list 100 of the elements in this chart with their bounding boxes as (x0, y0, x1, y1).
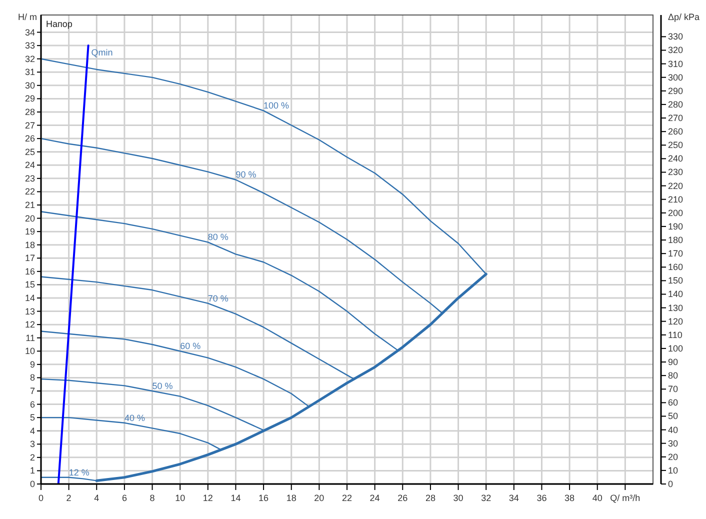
y2-tick-label: 210 (668, 194, 684, 204)
y-tick-label: 3 (30, 439, 35, 450)
x-axis-title: Q/ m³/h (610, 493, 640, 503)
x-tick-label: 0 (38, 493, 44, 503)
y-tick-label: 31 (24, 67, 35, 78)
y-axis-title: H/ m (18, 12, 37, 22)
y-tick-label: 22 (24, 186, 35, 197)
x-tick-label: 22 (342, 493, 352, 503)
y-tick-label: 25 (24, 146, 35, 157)
y-tick-label: 4 (30, 426, 35, 436)
x-tick-label: 10 (175, 493, 186, 503)
series-label: 70 % (208, 293, 228, 304)
y2-tick-label: 60 (668, 398, 678, 408)
y-tick-label: 17 (24, 253, 35, 264)
y2-tick-label: 230 (668, 167, 684, 178)
y2-tick-label: 0 (668, 479, 674, 489)
y-tick-label: 29 (24, 94, 35, 104)
y-tick-label: 8 (30, 372, 35, 383)
y2-tick-label: 50 (668, 411, 678, 422)
x-tick-label: 4 (94, 493, 100, 503)
y-tick-label: 11 (26, 332, 35, 343)
x-tick-label: 18 (286, 493, 296, 503)
y-tick-label: 34 (24, 27, 35, 38)
y2-tick-label: 190 (668, 221, 684, 232)
y2-tick-label: 290 (668, 86, 684, 96)
series-label: 12 % (68, 467, 90, 478)
y2-tick-label: 140 (668, 289, 684, 300)
y2-tick-label: 200 (668, 208, 684, 218)
x-tick-label: 30 (453, 493, 464, 503)
x-tick-label: 38 (564, 493, 575, 503)
y2-tick-label: 280 (668, 99, 684, 110)
y2-tick-label: 120 (668, 316, 684, 326)
series-label: 50 % (152, 380, 173, 391)
y-tick-label: 20 (24, 213, 35, 224)
x-tick-label: 12 (202, 493, 213, 503)
y-tick-label: 23 (24, 173, 35, 184)
x-tick-label: 26 (398, 493, 408, 503)
y-tick-label: 7 (30, 386, 35, 396)
y-tick-label: 18 (24, 240, 35, 250)
y-tick-label: 30 (24, 80, 35, 90)
y2-tick-label: 250 (668, 140, 684, 150)
series-label: 90 % (236, 170, 256, 180)
x-tick-label: 8 (150, 493, 155, 503)
y-tick-label: 33 (24, 40, 35, 51)
x-tick-label: 20 (314, 493, 324, 503)
x-tick-label: 32 (481, 493, 492, 503)
y-tick-label: 13 (24, 306, 35, 316)
y2-tick-label: 300 (668, 72, 684, 82)
x-tick-label: 28 (425, 493, 436, 503)
y2-tick-label: 240 (668, 154, 684, 164)
series-label: 60 % (180, 341, 201, 352)
x-tick-label: 34 (508, 493, 519, 503)
y2-tick-label: 70 (668, 384, 678, 394)
y2-tick-label: 90 (668, 357, 678, 368)
y2-tick-label: 130 (668, 302, 684, 313)
y-tick-label: 14 (24, 292, 35, 303)
y2-tick-label: 170 (668, 248, 684, 259)
y2-tick-label: 180 (668, 235, 684, 246)
y2-tick-label: 110 (668, 330, 682, 340)
y2-tick-label: 220 (668, 180, 684, 191)
y2-tick-label: 160 (668, 262, 684, 272)
y-tick-label: 15 (24, 280, 35, 290)
y2-tick-label: 310 (668, 58, 684, 69)
x-tick-label: 40 (592, 493, 602, 503)
y2-tick-label: 260 (668, 126, 684, 137)
x-tick-label: 2 (66, 493, 72, 503)
x-tick-label: 6 (122, 493, 127, 503)
y-tick-label: 24 (24, 160, 35, 170)
y2-tick-label: 10 (668, 465, 678, 476)
y-tick-label: 1 (30, 466, 35, 476)
y-tick-label: 28 (24, 106, 35, 117)
y-tick-label: 9 (30, 359, 35, 370)
y2-tick-label: 150 (668, 276, 684, 286)
y2-tick-label: 330 (668, 32, 684, 42)
y2-tick-label: 20 (668, 452, 678, 462)
y-tick-label: 6 (30, 399, 35, 410)
y-tick-label: 10 (24, 346, 35, 356)
y-tick-label: 32 (24, 54, 35, 64)
x-tick-label: 14 (230, 493, 241, 503)
y-tick-label: 21 (24, 200, 35, 210)
y-tick-label: 0 (30, 479, 35, 489)
x-tick-label: 36 (536, 493, 547, 503)
y2-tick-label: 80 (668, 370, 678, 381)
series-label: 100 % (264, 100, 290, 111)
series-label: 80 % (208, 232, 228, 242)
annotation: Напор (46, 19, 72, 29)
y2-tick-label: 30 (668, 438, 678, 448)
y-tick-label: 5 (30, 412, 35, 423)
y2-tick-label: 100 (668, 343, 684, 354)
series-label: 40 % (124, 412, 145, 423)
y-tick-label: 16 (24, 266, 35, 276)
x-tick-label: 16 (258, 493, 269, 503)
x-tick-label: 24 (370, 493, 380, 503)
y-tick-label: 26 (24, 134, 35, 144)
y-tick-label: 12 (24, 320, 35, 330)
y-tick-label: 27 (24, 120, 35, 130)
y2-tick-label: 320 (668, 45, 684, 56)
y-tick-label: 19 (24, 226, 35, 237)
series-label: Qmin (91, 48, 113, 58)
y-tick-label: 2 (30, 452, 35, 462)
